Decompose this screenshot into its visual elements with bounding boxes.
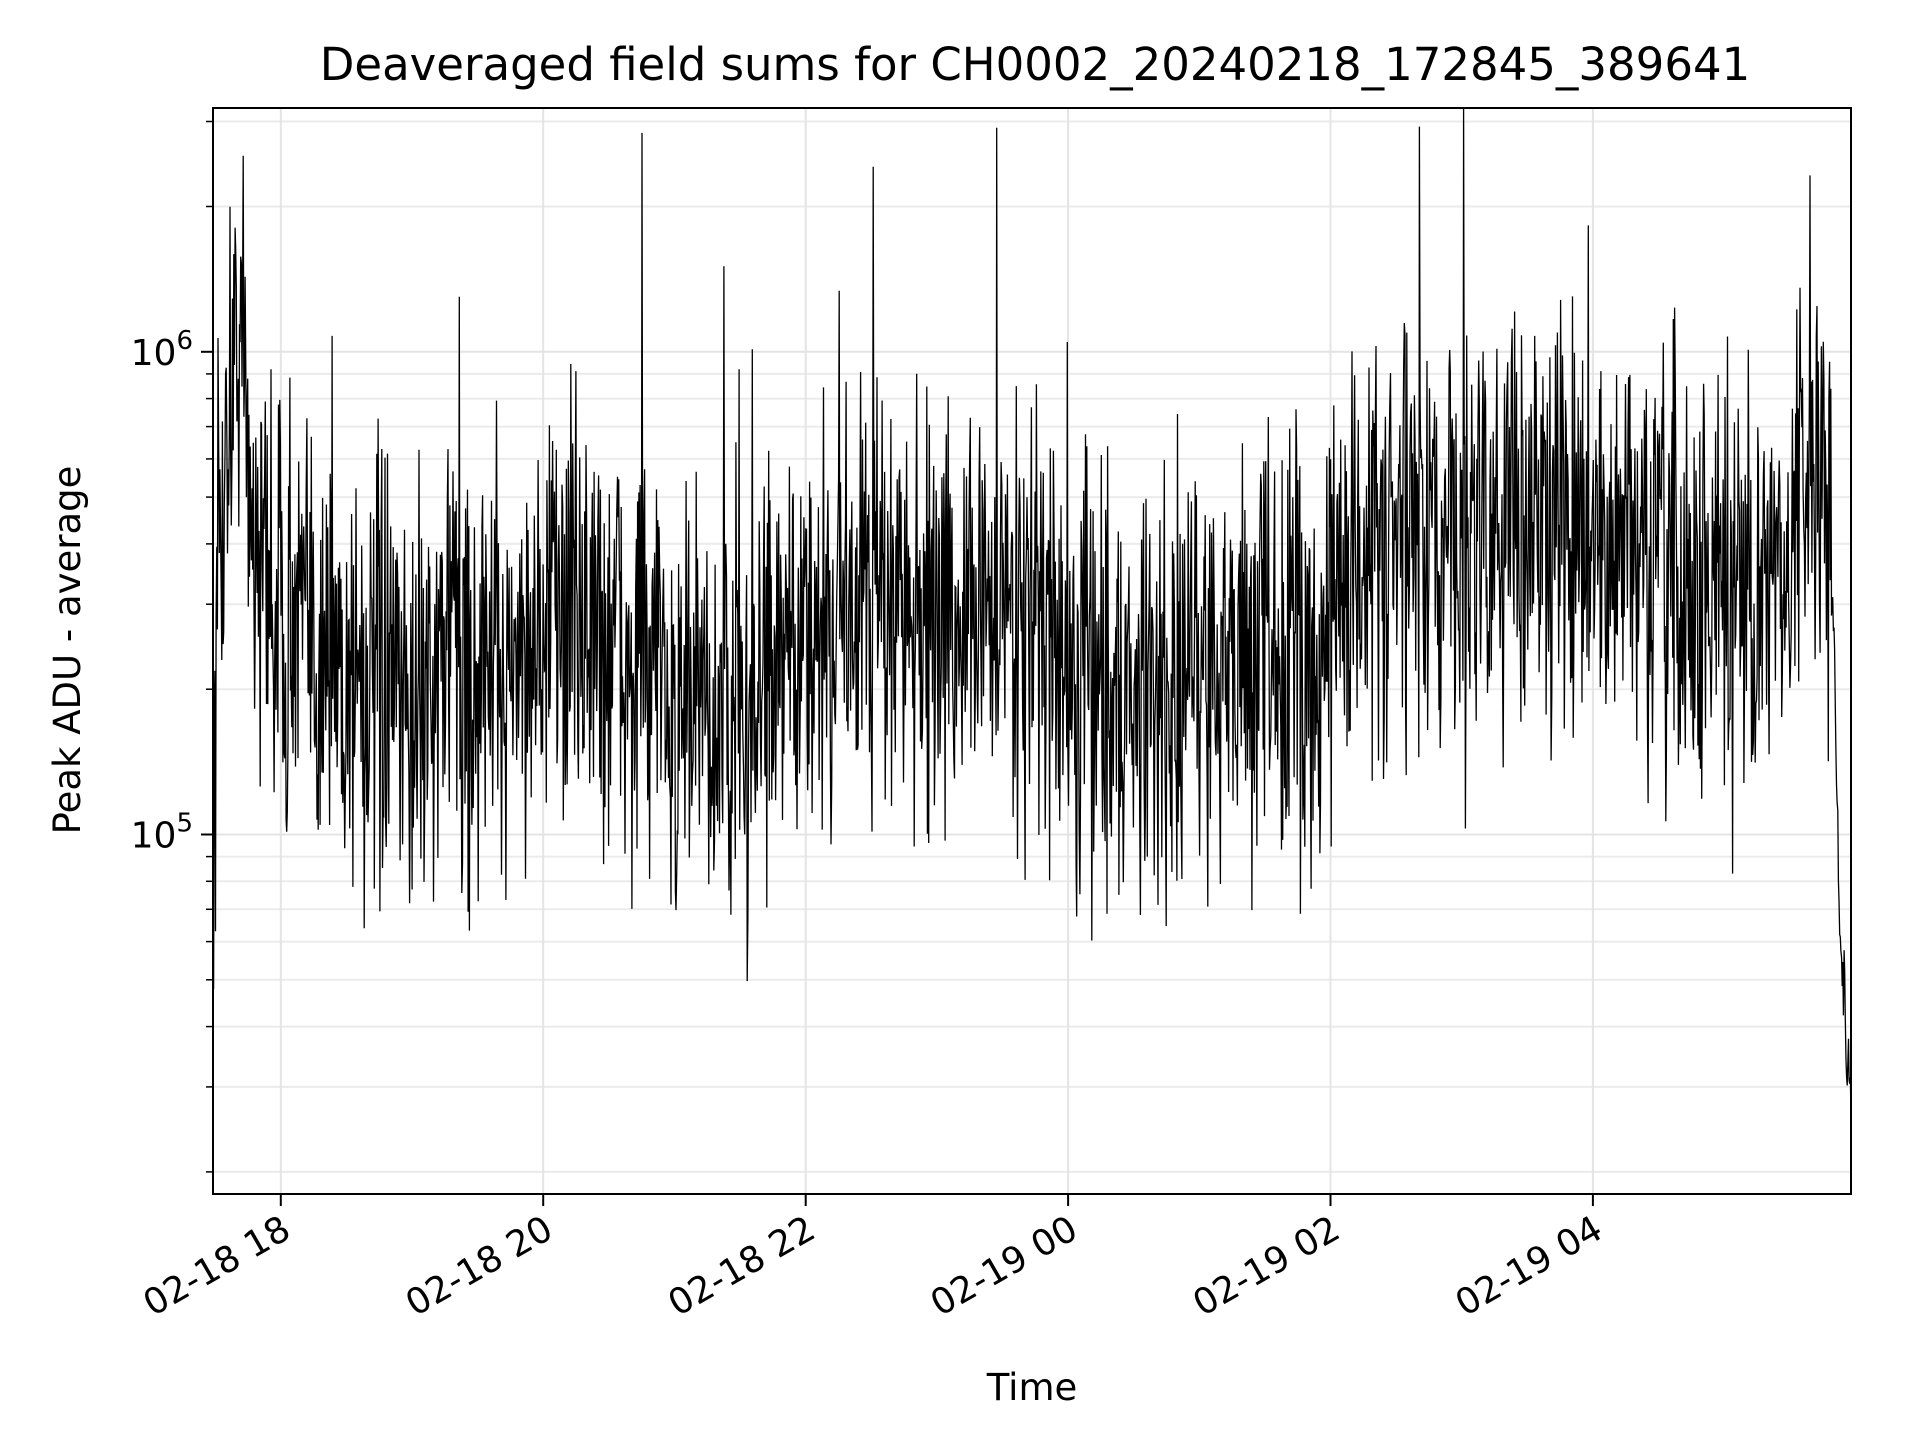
- y-tick-label: 106: [131, 326, 193, 374]
- y-tick-label: 105: [131, 809, 193, 857]
- series-layer: [212, 107, 1852, 1126]
- series-line: [212, 107, 1852, 1126]
- x-axis-label: Time: [986, 1366, 1078, 1409]
- grid-y-major: [213, 350, 1851, 836]
- y-axis-ticks: 105 106: [131, 120, 213, 1173]
- chart-title: Deaveraged field sums for CH0002_2024021…: [320, 38, 1750, 91]
- y-axis-label: Peak ADU - average: [46, 466, 89, 835]
- plot-frame: [212, 107, 1852, 1195]
